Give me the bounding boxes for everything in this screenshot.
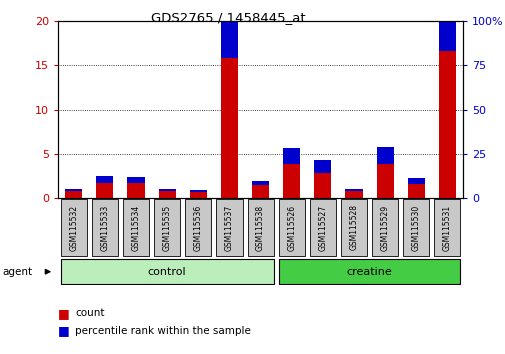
Bar <box>251 181 269 185</box>
Bar <box>189 192 207 198</box>
Bar <box>221 58 237 198</box>
Text: GSM115533: GSM115533 <box>100 204 109 251</box>
Bar <box>158 191 175 198</box>
Bar <box>127 183 144 198</box>
FancyBboxPatch shape <box>185 199 211 256</box>
Text: GSM115527: GSM115527 <box>318 204 327 251</box>
Bar <box>96 176 113 183</box>
Bar <box>283 148 299 164</box>
FancyBboxPatch shape <box>278 259 460 284</box>
Text: agent: agent <box>3 267 33 277</box>
Bar <box>345 191 362 198</box>
Text: GSM115531: GSM115531 <box>442 204 451 251</box>
Text: GSM115530: GSM115530 <box>411 204 420 251</box>
Text: GSM115538: GSM115538 <box>256 204 265 251</box>
Bar <box>251 185 269 198</box>
Text: control: control <box>147 267 186 277</box>
FancyBboxPatch shape <box>154 199 180 256</box>
Text: ■: ■ <box>58 325 70 337</box>
Text: GSM115532: GSM115532 <box>69 204 78 251</box>
Bar <box>376 147 393 164</box>
Text: creatine: creatine <box>346 267 392 277</box>
Text: GDS2765 / 1458445_at: GDS2765 / 1458445_at <box>150 11 305 24</box>
Bar <box>438 51 455 198</box>
Text: GSM115526: GSM115526 <box>287 204 295 251</box>
Text: GSM115534: GSM115534 <box>131 204 140 251</box>
Bar <box>96 183 113 198</box>
Bar <box>65 188 82 191</box>
Bar <box>438 0 455 51</box>
FancyBboxPatch shape <box>216 199 242 256</box>
Bar <box>314 160 331 173</box>
FancyBboxPatch shape <box>247 199 273 256</box>
FancyBboxPatch shape <box>340 199 366 256</box>
Bar <box>407 178 424 184</box>
Bar <box>158 188 175 191</box>
Text: GSM115535: GSM115535 <box>162 204 171 251</box>
FancyBboxPatch shape <box>278 199 304 256</box>
Bar <box>314 173 331 198</box>
Bar <box>221 5 237 58</box>
Bar <box>127 177 144 183</box>
Bar <box>65 191 82 198</box>
Text: GSM115536: GSM115536 <box>193 204 203 251</box>
FancyBboxPatch shape <box>123 199 149 256</box>
Text: percentile rank within the sample: percentile rank within the sample <box>75 326 250 336</box>
Text: count: count <box>75 308 104 318</box>
Bar <box>189 190 207 192</box>
FancyBboxPatch shape <box>61 259 273 284</box>
FancyBboxPatch shape <box>61 199 87 256</box>
FancyBboxPatch shape <box>433 199 460 256</box>
Bar <box>283 164 299 198</box>
Bar <box>407 184 424 198</box>
Bar <box>345 188 362 191</box>
Text: GSM115537: GSM115537 <box>225 204 233 251</box>
Text: GSM115528: GSM115528 <box>349 205 358 250</box>
FancyBboxPatch shape <box>309 199 335 256</box>
Bar <box>376 164 393 198</box>
FancyBboxPatch shape <box>371 199 397 256</box>
Text: ■: ■ <box>58 307 70 320</box>
FancyBboxPatch shape <box>91 199 118 256</box>
Text: GSM115529: GSM115529 <box>380 204 389 251</box>
FancyBboxPatch shape <box>402 199 429 256</box>
